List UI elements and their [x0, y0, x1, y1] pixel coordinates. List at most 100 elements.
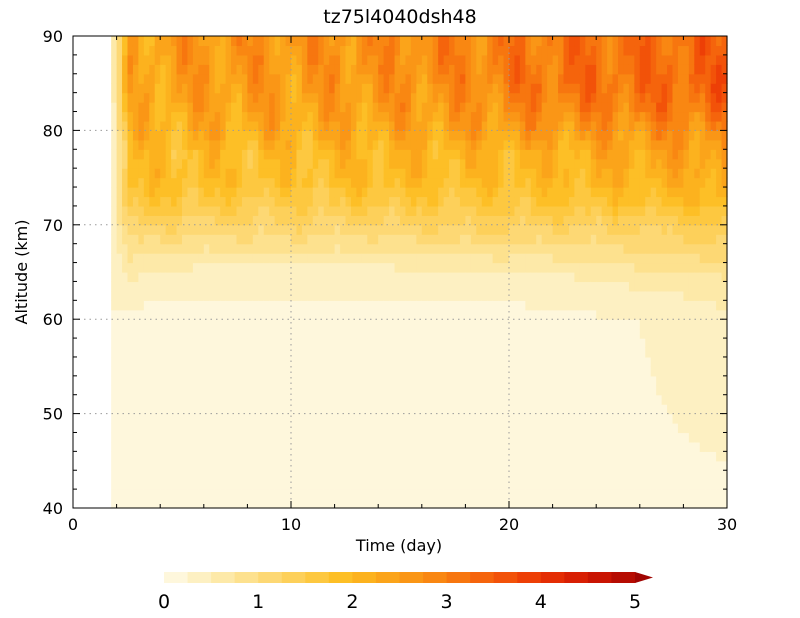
heatmap-cell [356, 73, 363, 84]
heatmap-cell [182, 64, 189, 75]
heatmap-cell [263, 281, 270, 292]
heatmap-cell [498, 479, 505, 490]
heatmap-cell [541, 404, 548, 415]
heatmap-cell [329, 120, 336, 131]
heatmap-cell [334, 243, 341, 254]
heatmap-cell [552, 253, 559, 264]
heatmap-cell [416, 92, 423, 103]
heatmap-cell [285, 36, 292, 47]
heatmap-cell [465, 262, 472, 273]
heatmap-cell [525, 224, 532, 235]
heatmap-cell [645, 253, 652, 264]
heatmap-cell [312, 262, 319, 273]
heatmap-cell [171, 215, 178, 226]
heatmap-cell [291, 366, 298, 377]
heatmap-cell [154, 196, 161, 207]
heatmap-cell [203, 451, 210, 462]
heatmap-cell [639, 460, 646, 471]
heatmap-cell [372, 73, 379, 84]
heatmap-cell [639, 54, 646, 65]
heatmap-cell [372, 111, 379, 122]
heatmap-cell [182, 73, 189, 84]
heatmap-cell [285, 272, 292, 283]
heatmap-cell [198, 319, 205, 330]
heatmap-cell [176, 394, 183, 405]
heatmap-cell [252, 413, 259, 424]
heatmap-cell [519, 347, 526, 358]
heatmap-cell [547, 45, 554, 56]
heatmap-cell [459, 73, 466, 84]
heatmap-cell [416, 319, 423, 330]
heatmap-cell [465, 196, 472, 207]
heatmap-cell [192, 489, 199, 500]
heatmap-cell [214, 196, 221, 207]
heatmap-cell [203, 224, 210, 235]
heatmap-cell [498, 158, 505, 169]
heatmap-cell [443, 139, 450, 150]
heatmap-cell [427, 45, 434, 56]
heatmap-cell [241, 205, 248, 216]
heatmap-cell [171, 243, 178, 254]
heatmap-cell [301, 356, 308, 367]
heatmap-cell [590, 385, 597, 396]
heatmap-cell [601, 470, 608, 481]
heatmap-cell [509, 234, 516, 245]
heatmap-cell [165, 366, 172, 377]
heatmap-cell [416, 460, 423, 471]
heatmap-cell [432, 243, 439, 254]
heatmap-cell [574, 253, 581, 264]
heatmap-cell [367, 83, 374, 94]
heatmap-cell [623, 347, 630, 358]
heatmap-cell [231, 64, 238, 75]
heatmap-cell [438, 262, 445, 273]
heatmap-cell [214, 366, 221, 377]
heatmap-cell [432, 338, 439, 349]
heatmap-cell [214, 187, 221, 198]
heatmap-cell [247, 149, 254, 160]
heatmap-cell [394, 111, 401, 122]
heatmap-cell [634, 120, 641, 131]
heatmap-cell [160, 404, 167, 415]
heatmap-cell [585, 423, 592, 434]
heatmap-cell [176, 366, 183, 377]
heatmap-cell [176, 139, 183, 150]
heatmap-cell [312, 234, 319, 245]
heatmap-cell [465, 102, 472, 113]
heatmap-cell [427, 224, 434, 235]
heatmap-cell [111, 319, 118, 330]
heatmap-cell [258, 290, 265, 301]
heatmap-cell [323, 432, 330, 443]
heatmap-cell [280, 394, 287, 405]
heatmap-cell [612, 111, 619, 122]
heatmap-cell [503, 394, 510, 405]
heatmap-cell [421, 205, 428, 216]
heatmap-cell [639, 404, 646, 415]
heatmap-cell [492, 328, 499, 339]
heatmap-cell [394, 120, 401, 131]
heatmap-cell [427, 470, 434, 481]
heatmap-cell [247, 168, 254, 179]
heatmap-cell [345, 394, 352, 405]
heatmap-cell [650, 224, 657, 235]
heatmap-cell [285, 347, 292, 358]
heatmap-cell [231, 158, 238, 169]
heatmap-cell [498, 130, 505, 141]
heatmap-cell [596, 460, 603, 471]
heatmap-cell [225, 234, 232, 245]
heatmap-cell [269, 253, 276, 264]
heatmap-cell [350, 394, 357, 405]
heatmap-cell [252, 36, 259, 47]
heatmap-cell [492, 102, 499, 113]
heatmap-cell [383, 73, 390, 84]
heatmap-cell [432, 413, 439, 424]
heatmap-cell [650, 441, 657, 452]
heatmap-cell [127, 187, 134, 198]
heatmap-cell [427, 404, 434, 415]
heatmap-cell [236, 498, 243, 509]
heatmap-cell [274, 394, 281, 405]
heatmap-cell [301, 130, 308, 141]
heatmap-cell [558, 328, 565, 339]
heatmap-cell [329, 149, 336, 160]
heatmap-cell [182, 187, 189, 198]
heatmap-cell [296, 319, 303, 330]
